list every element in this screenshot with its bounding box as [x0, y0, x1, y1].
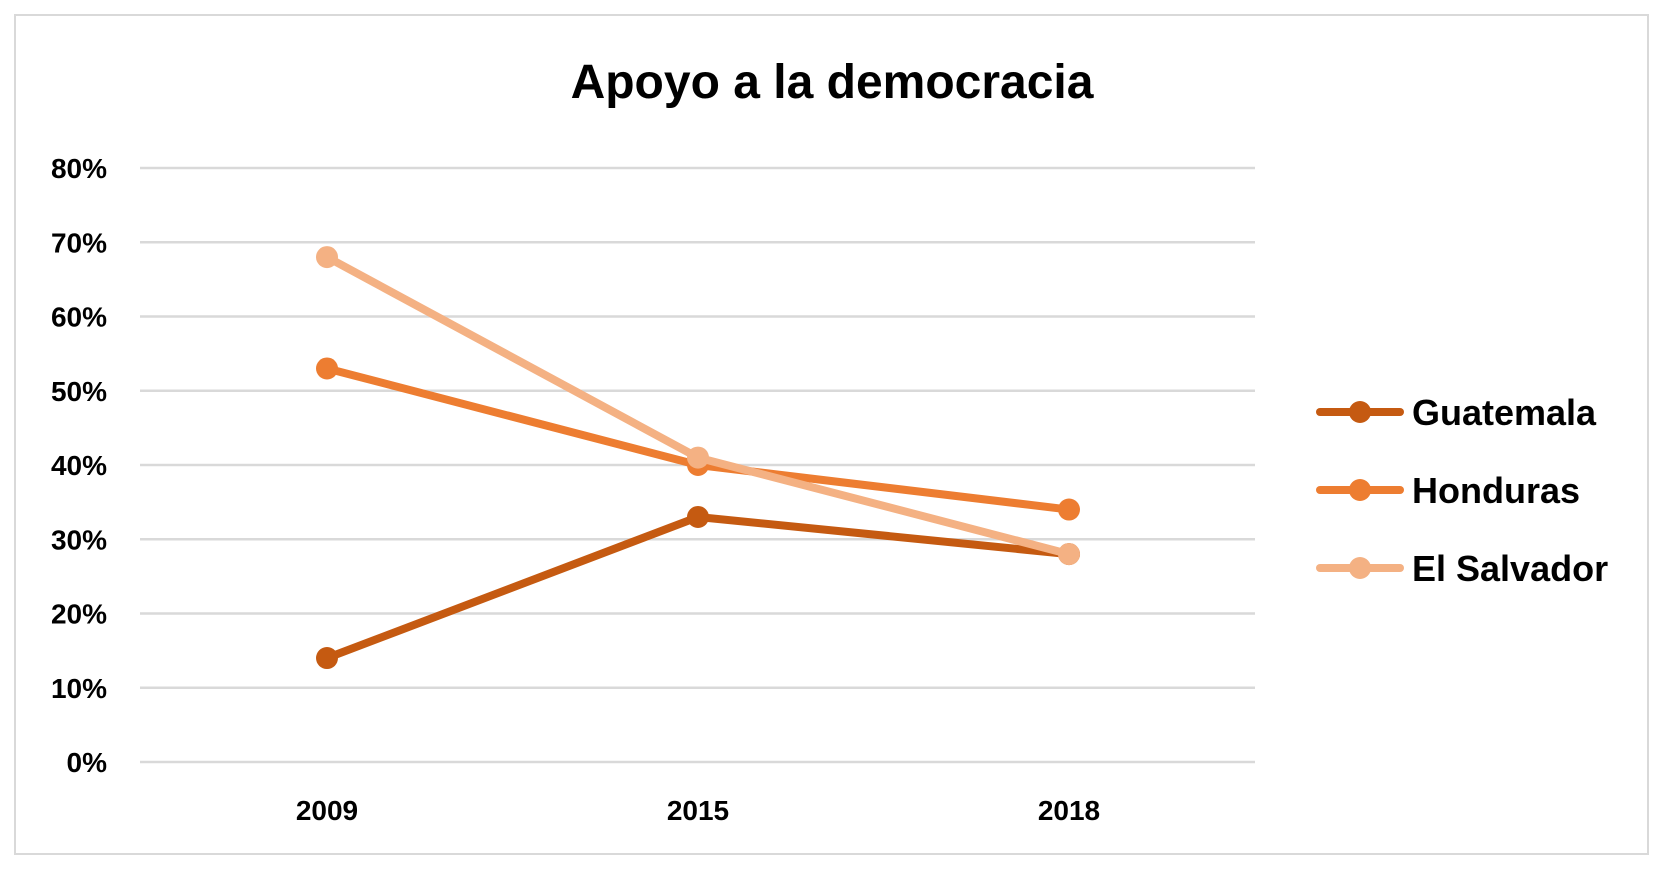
x-tick-label: 2009 — [296, 795, 358, 826]
y-tick-label: 40% — [51, 450, 107, 481]
y-tick-label: 10% — [51, 673, 107, 704]
legend-label: El Salvador — [1412, 548, 1608, 589]
data-point — [1058, 543, 1080, 566]
chart-title: Apoyo a la democracia — [571, 56, 1094, 109]
legend-label: Guatemala — [1412, 392, 1597, 433]
x-tick-label: 2015 — [667, 795, 729, 826]
legend-label: Honduras — [1412, 470, 1580, 511]
y-tick-label: 50% — [51, 376, 107, 407]
y-tick-label: 0% — [67, 747, 108, 778]
y-tick-label: 60% — [51, 302, 107, 333]
legend-item: El Salvador — [1316, 548, 1608, 589]
y-tick-label: 20% — [51, 599, 107, 630]
series-el-salvador — [316, 246, 1080, 566]
legend-item: Honduras — [1316, 470, 1580, 511]
legend: Guatemala Honduras El Salvador — [1316, 392, 1608, 589]
x-axis-ticks: 2009 2015 2018 — [296, 795, 1100, 826]
legend-marker — [1349, 479, 1371, 501]
chart-frame — [14, 14, 1649, 855]
data-point — [687, 446, 709, 469]
x-tick-label: 2018 — [1038, 795, 1100, 826]
series-honduras — [316, 357, 1080, 521]
data-point — [1058, 498, 1080, 521]
y-axis-ticks: 0% 10% 20% 30% 40% 50% 60% 70% 80% — [51, 153, 107, 778]
data-point — [316, 647, 338, 670]
data-point — [316, 246, 338, 269]
data-point — [687, 505, 709, 528]
gridlines — [140, 166, 1255, 764]
y-tick-label: 70% — [51, 227, 107, 258]
y-tick-label: 80% — [51, 153, 107, 184]
data-point — [316, 357, 338, 380]
legend-marker — [1349, 557, 1371, 579]
series-group — [316, 246, 1080, 670]
y-tick-label: 30% — [51, 524, 107, 555]
legend-item: Guatemala — [1316, 392, 1597, 433]
legend-marker — [1349, 401, 1371, 423]
